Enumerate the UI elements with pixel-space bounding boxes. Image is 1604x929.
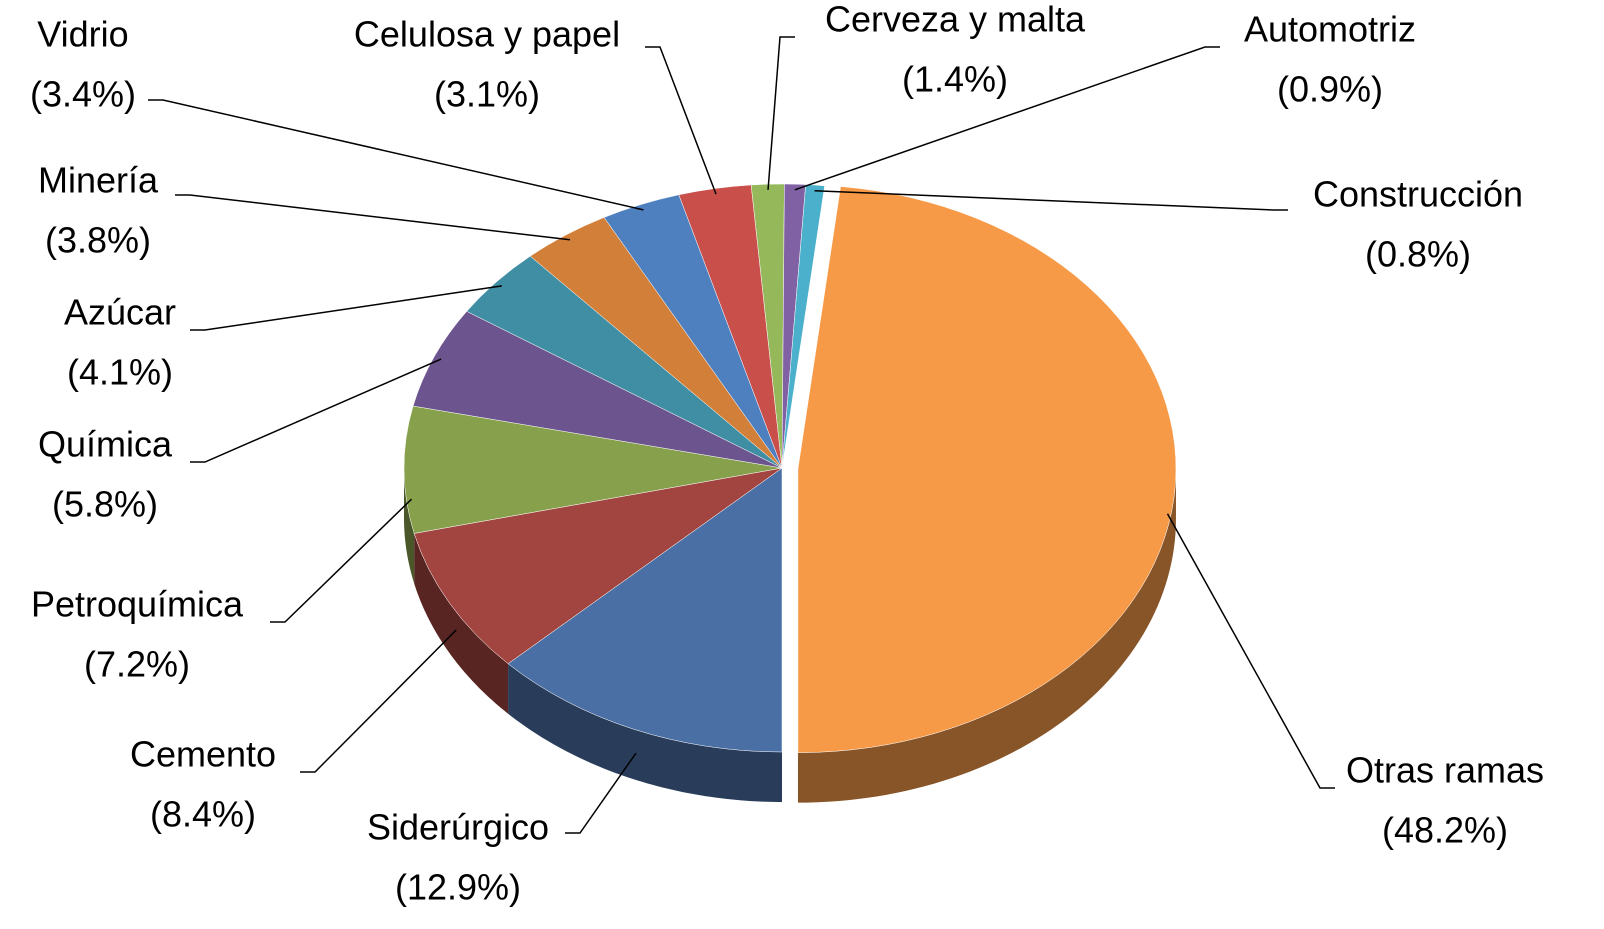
- leader-line: [190, 285, 502, 331]
- slice: [412, 311, 783, 469]
- leader-line: [645, 46, 717, 195]
- leader-line: [814, 190, 1288, 211]
- category-label: Otras ramas: [1346, 750, 1544, 791]
- leader-line: [190, 358, 442, 463]
- leader-line: [148, 99, 644, 211]
- value-label: (4.1%): [67, 352, 173, 393]
- category-label: Construcción: [1313, 174, 1523, 215]
- category-label: Minería: [38, 160, 159, 201]
- value-label: (8.4%): [150, 794, 256, 835]
- slice-side: [797, 468, 1176, 803]
- category-label: Azúcar: [64, 292, 176, 333]
- value-label: (0.9%): [1277, 69, 1383, 110]
- slice: [403, 405, 783, 534]
- category-label: Química: [38, 424, 173, 465]
- slice: [507, 467, 783, 753]
- value-label: (3.1%): [434, 74, 540, 115]
- leader-line: [565, 752, 637, 834]
- value-label: (1.4%): [902, 59, 1008, 100]
- leader-line: [767, 36, 795, 190]
- slice-side: [404, 468, 415, 584]
- value-label: (5.8%): [52, 484, 158, 525]
- value-label: (3.4%): [30, 74, 136, 115]
- leader-line: [270, 498, 413, 623]
- category-label: Petroquímica: [31, 584, 244, 625]
- slice: [797, 186, 1177, 753]
- category-label: Cerveza y malta: [825, 0, 1086, 40]
- category-label: Siderúrgico: [367, 807, 549, 848]
- category-label: Cemento: [130, 734, 276, 775]
- category-label: Automotriz: [1244, 9, 1416, 50]
- value-label: (7.2%): [84, 644, 190, 685]
- leader-line: [300, 629, 457, 773]
- value-label: (48.2%): [1382, 810, 1508, 851]
- leader-line: [1166, 513, 1335, 789]
- category-label: Celulosa y papel: [354, 14, 620, 55]
- slice-side: [414, 533, 509, 714]
- slice: [781, 184, 825, 469]
- value-label: (12.9%): [395, 867, 521, 908]
- value-label: (3.8%): [45, 220, 151, 261]
- leader-line: [175, 194, 571, 241]
- category-label: Vidrio: [37, 14, 128, 55]
- pie-tops: [403, 183, 1177, 753]
- leader-line: [794, 46, 1220, 191]
- slice: [413, 467, 783, 665]
- value-label: (0.8%): [1365, 234, 1471, 275]
